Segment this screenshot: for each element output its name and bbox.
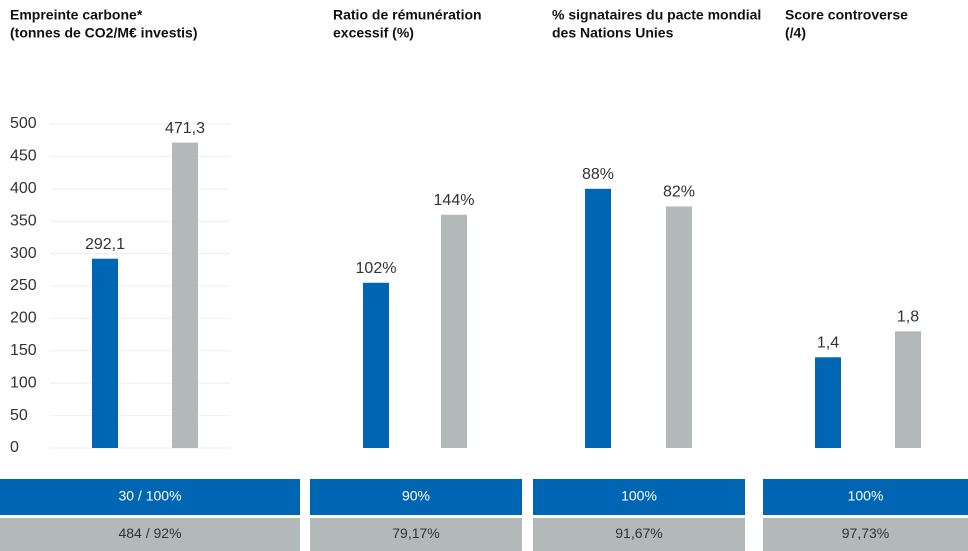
value-label: 471,3 — [165, 120, 205, 137]
bar — [815, 357, 841, 448]
footer-label: 30 / 100% — [118, 488, 181, 504]
y-tick-label: 350 — [10, 212, 37, 229]
y-tick-label: 50 — [10, 407, 28, 424]
value-label: 144% — [434, 192, 475, 209]
footer-cell — [533, 479, 745, 515]
bar — [666, 206, 692, 448]
y-tick-label: 200 — [10, 310, 37, 327]
y-tick-label: 100 — [10, 374, 37, 391]
footer-cell — [533, 518, 745, 551]
panel-title: (/4) — [785, 25, 806, 41]
footer-label: 91,67% — [615, 525, 662, 541]
footer-label: 79,17% — [392, 525, 439, 541]
footer-cell — [763, 479, 968, 515]
y-tick-label: 300 — [10, 245, 37, 262]
value-label: 1,4 — [817, 334, 839, 351]
y-tick-label: 400 — [10, 180, 37, 197]
panel-title: Ratio de rémunération — [333, 7, 482, 23]
bar — [172, 142, 198, 448]
panel-title: (tonnes de CO2/M€ investis) — [10, 25, 197, 41]
footer-cell — [763, 518, 968, 551]
y-tick-label: 0 — [10, 439, 19, 456]
y-tick-label: 500 — [10, 115, 37, 132]
value-label: 102% — [356, 260, 397, 277]
footer-cell — [0, 479, 300, 515]
footer-label: 90% — [402, 488, 430, 504]
value-label: 82% — [663, 184, 695, 201]
footer-label: 100% — [848, 488, 884, 504]
panel-title: excessif (%) — [333, 25, 414, 41]
bar — [363, 282, 389, 448]
panel-title: Empreinte carbone* — [10, 7, 143, 23]
y-tick-label: 250 — [10, 277, 37, 294]
footer-cell — [310, 479, 522, 515]
footer-cell — [310, 518, 522, 551]
y-tick-label: 150 — [10, 342, 37, 359]
y-tick-label: 450 — [10, 148, 37, 165]
footer-cell — [0, 518, 300, 551]
footer-label: 97,73% — [842, 525, 889, 541]
panel-title: Score controverse — [785, 7, 908, 23]
bar — [895, 331, 921, 448]
value-label: 88% — [582, 166, 614, 183]
bar — [92, 258, 118, 448]
footer-label: 100% — [621, 488, 657, 504]
bar — [441, 214, 467, 448]
panel-title: % signataires du pacte mondial — [552, 7, 761, 23]
bar — [585, 188, 611, 449]
value-label: 292,1 — [85, 236, 125, 253]
footer-label: 484 / 92% — [118, 525, 181, 541]
value-label: 1,8 — [897, 309, 919, 326]
panel-title: des Nations Unies — [552, 25, 674, 41]
